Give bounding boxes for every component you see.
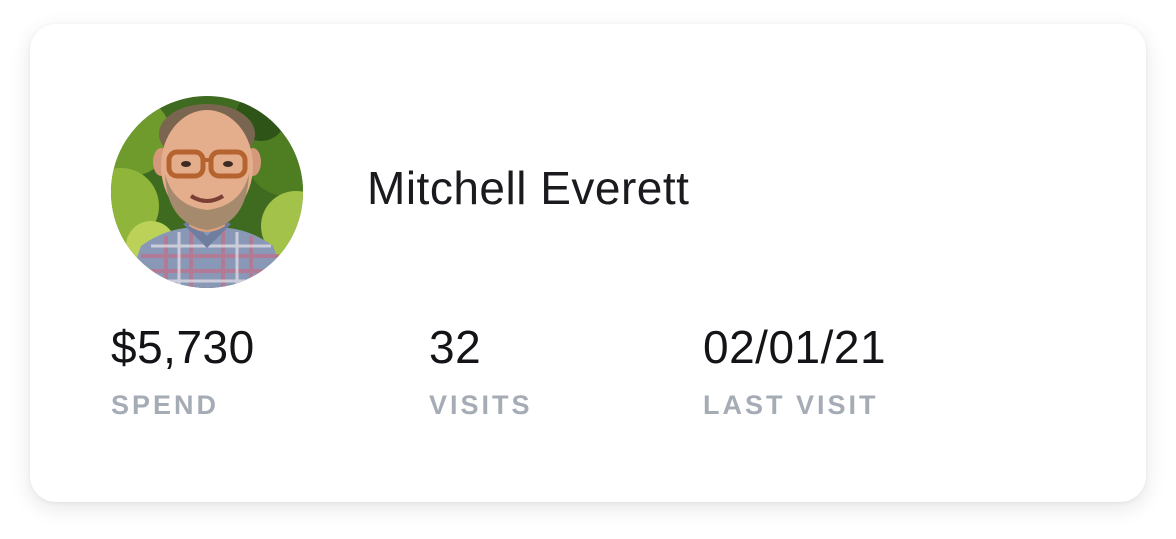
customer-card: Mitchell Everett $5,730 SPEND 32 VISITS … — [30, 24, 1146, 502]
stat-last-visit: 02/01/21 LAST VISIT — [703, 319, 886, 421]
customer-name: Mitchell Everett — [367, 162, 690, 214]
stat-spend: $5,730 SPEND — [111, 319, 255, 421]
visits-value: 32 — [429, 321, 482, 373]
spend-value: $5,730 — [111, 321, 255, 373]
avatar-photo — [111, 96, 303, 288]
stat-visits: 32 VISITS — [429, 319, 533, 421]
visits-label: VISITS — [429, 390, 533, 420]
last-visit-label: LAST VISIT — [703, 390, 879, 420]
avatar — [111, 96, 303, 288]
last-visit-value: 02/01/21 — [703, 321, 887, 373]
spend-label: SPEND — [111, 390, 220, 420]
